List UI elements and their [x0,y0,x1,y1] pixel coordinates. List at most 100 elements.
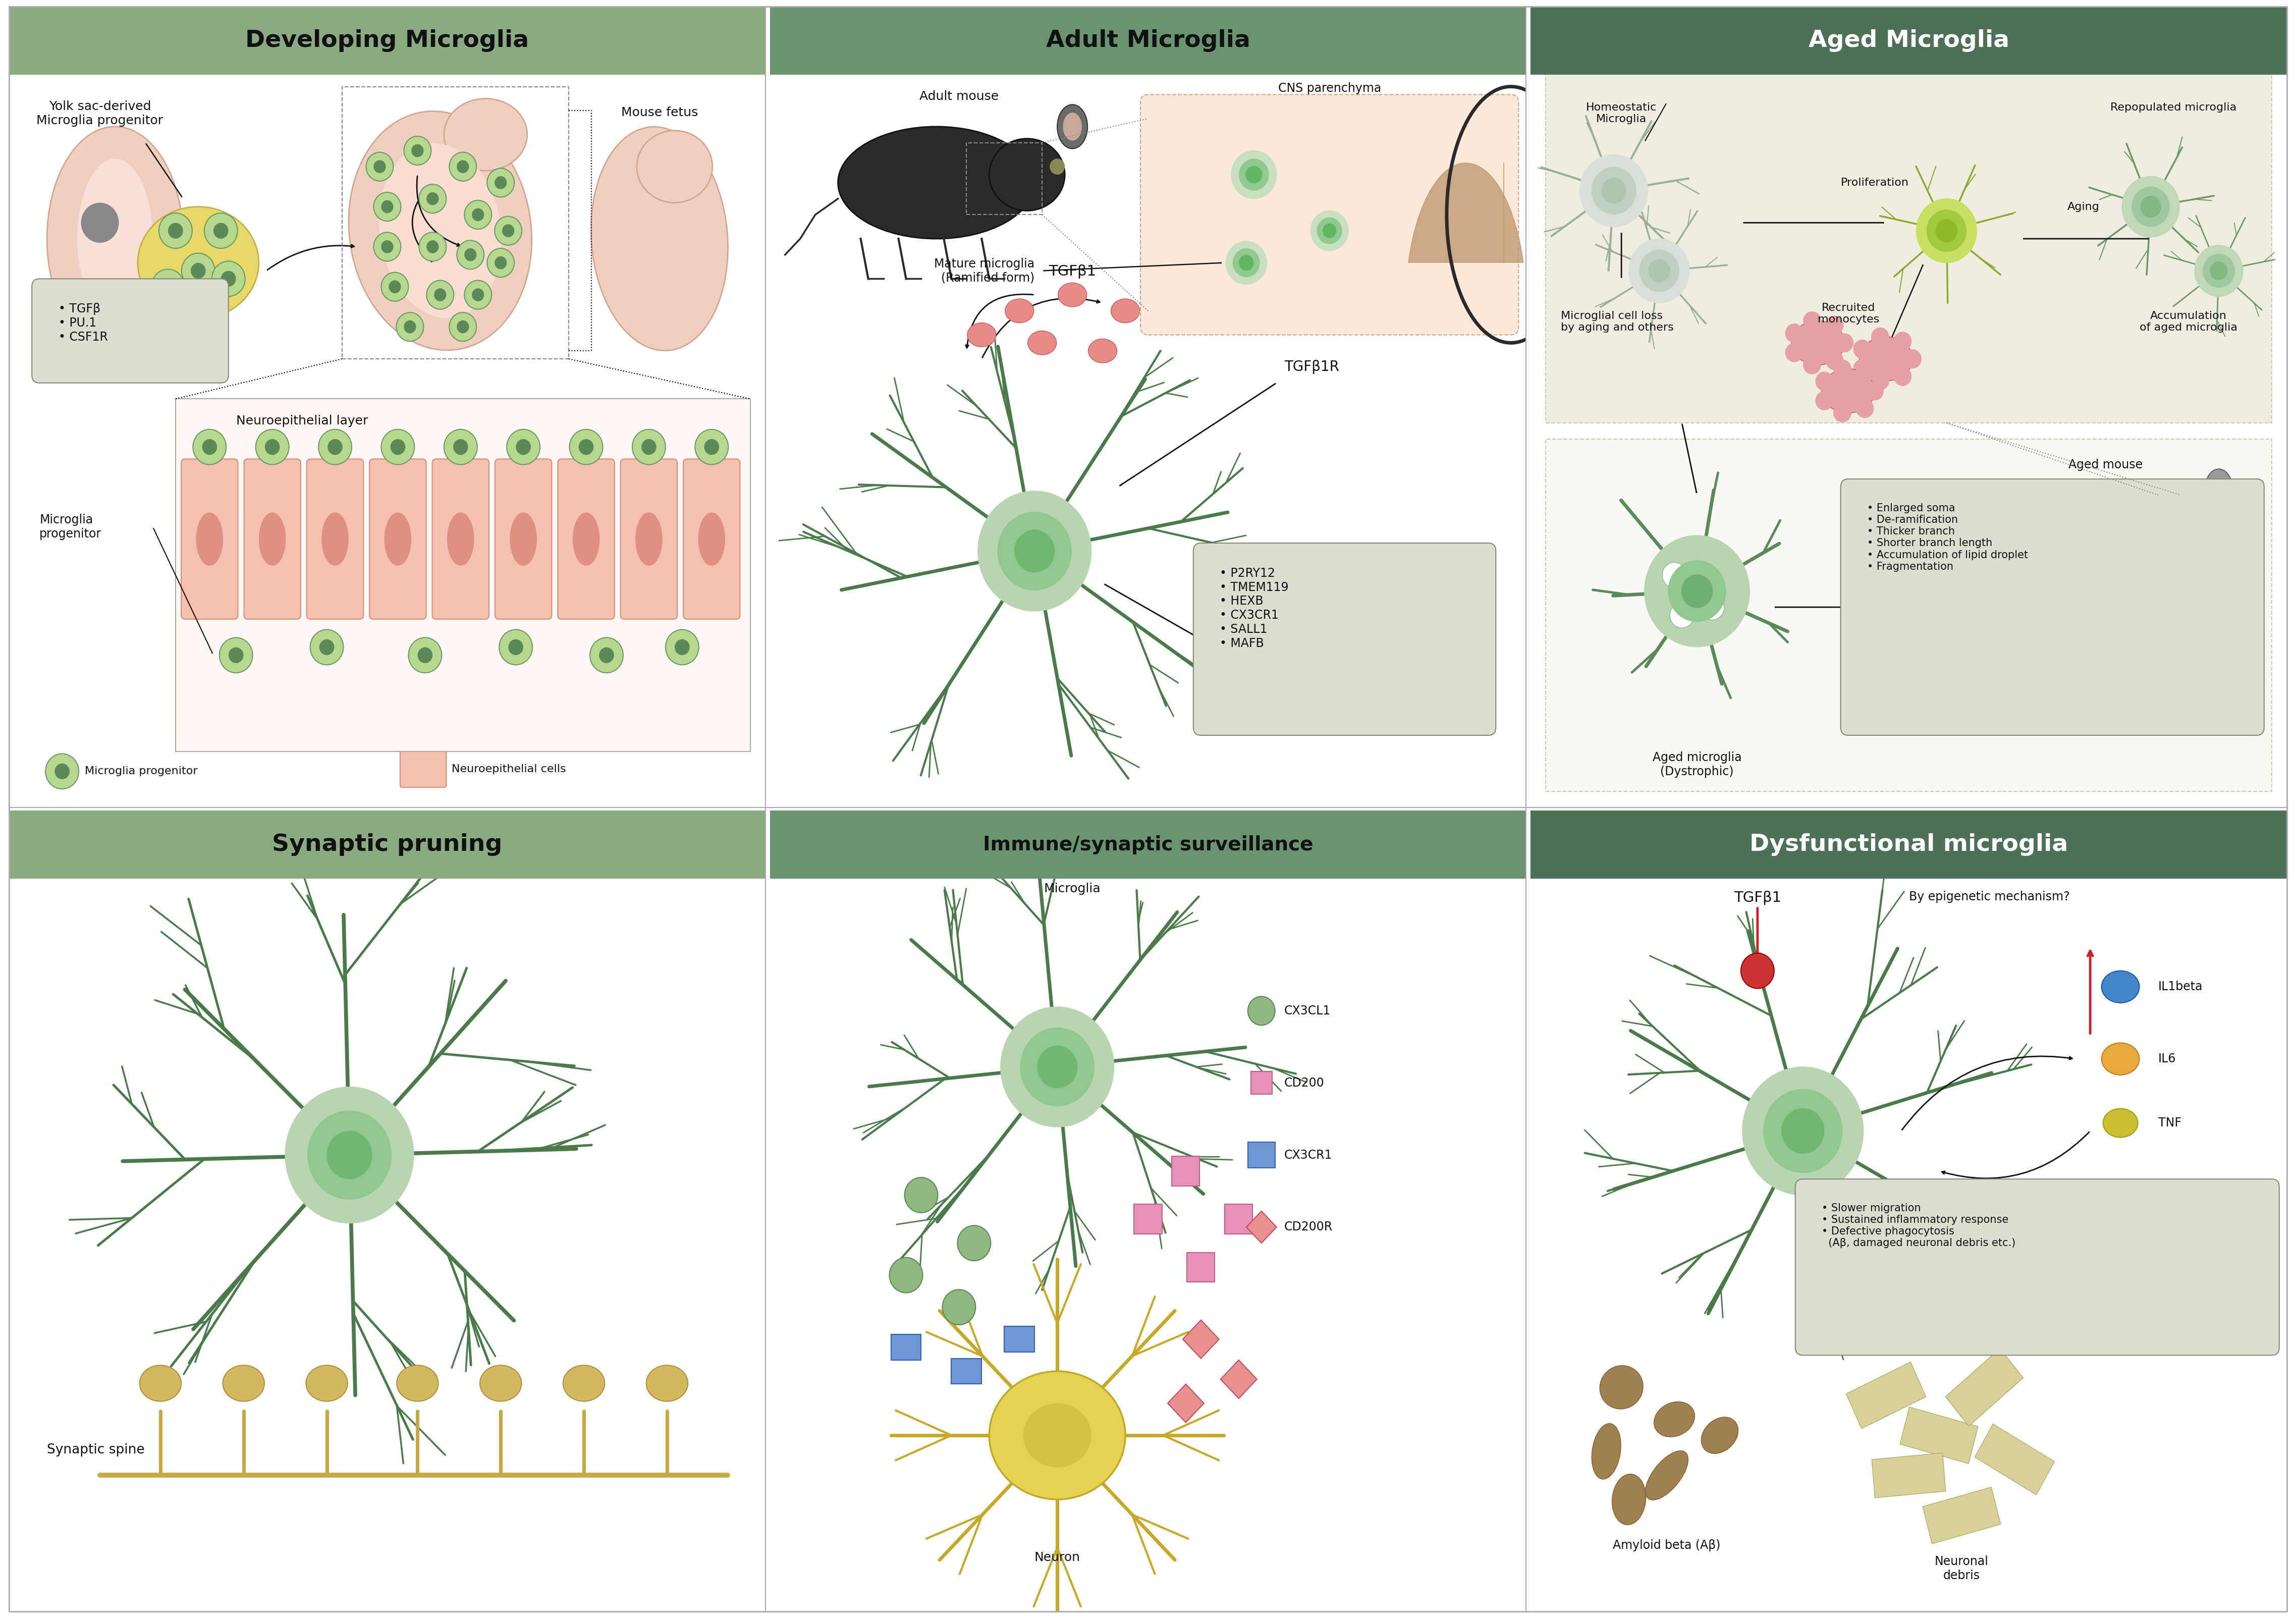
Ellipse shape [78,159,154,319]
Circle shape [1894,367,1913,387]
Circle shape [487,248,514,277]
Circle shape [1903,349,1922,369]
Ellipse shape [1646,1451,1688,1500]
Circle shape [204,214,236,248]
Circle shape [381,429,416,464]
FancyBboxPatch shape [558,460,615,620]
FancyBboxPatch shape [769,811,1527,879]
Circle shape [264,438,280,455]
Text: Microglia: Microglia [1045,883,1100,895]
Ellipse shape [590,126,728,351]
Text: Adult Microglia: Adult Microglia [1047,29,1249,52]
Circle shape [1825,316,1844,335]
FancyBboxPatch shape [1901,1408,1979,1464]
FancyBboxPatch shape [1795,1180,2280,1356]
Text: CX3CR1: CX3CR1 [1283,1149,1332,1162]
FancyBboxPatch shape [769,879,1527,1612]
Circle shape [1926,210,1965,251]
Circle shape [666,629,698,665]
Circle shape [285,1087,413,1223]
Circle shape [1628,239,1690,303]
Circle shape [161,278,174,294]
Text: CD200: CD200 [1283,1078,1325,1089]
Circle shape [1649,259,1669,282]
Circle shape [1802,354,1821,374]
Circle shape [390,438,406,455]
Ellipse shape [383,513,411,566]
Ellipse shape [1063,113,1081,141]
FancyBboxPatch shape [1531,811,2287,879]
Text: Synaptic pruning: Synaptic pruning [273,833,503,856]
Circle shape [1001,1006,1114,1128]
Text: TGFβ1R: TGFβ1R [1283,359,1339,374]
Circle shape [411,144,425,157]
FancyBboxPatch shape [1531,74,2287,807]
Circle shape [319,429,351,464]
FancyBboxPatch shape [9,6,765,74]
Circle shape [1816,392,1835,411]
Circle shape [434,288,445,301]
Ellipse shape [138,207,259,319]
Circle shape [1247,167,1263,183]
Circle shape [1825,351,1844,371]
Circle shape [55,764,69,780]
Circle shape [220,637,253,673]
Circle shape [452,438,468,455]
Text: • Enlarged soma
• De-ramification
• Thicker branch
• Shorter branch length
• Acc: • Enlarged soma • De-ramification • Thic… [1867,503,2027,571]
Circle shape [2122,176,2179,238]
Text: • Slower migration
• Sustained inflammatory response
• Defective phagocytosis
  : • Slower migration • Sustained inflammat… [1821,1204,2016,1247]
Circle shape [494,217,521,246]
FancyBboxPatch shape [243,460,301,620]
Circle shape [427,239,439,254]
Circle shape [2211,262,2227,280]
Text: Proliferation: Proliferation [1841,178,1908,188]
FancyBboxPatch shape [181,460,239,620]
FancyBboxPatch shape [174,400,751,751]
Circle shape [1591,167,1637,214]
Circle shape [498,629,533,665]
Circle shape [2204,254,2234,288]
Circle shape [2133,188,2170,227]
Circle shape [1867,382,1883,401]
Circle shape [1681,574,1713,608]
FancyBboxPatch shape [1846,1362,1926,1429]
Circle shape [905,1178,937,1212]
FancyBboxPatch shape [1545,438,2271,791]
Circle shape [517,438,530,455]
Circle shape [1740,953,1775,989]
Circle shape [507,429,540,464]
Ellipse shape [1088,338,1116,362]
FancyBboxPatch shape [1141,94,1518,335]
Circle shape [1038,1045,1077,1087]
Ellipse shape [636,513,664,566]
Circle shape [1855,398,1874,417]
Ellipse shape [563,1366,604,1401]
Circle shape [631,429,666,464]
Circle shape [381,201,393,214]
Text: Neuroepithelial layer: Neuroepithelial layer [236,414,367,427]
Ellipse shape [990,139,1065,210]
Circle shape [1240,256,1254,270]
Circle shape [381,239,393,254]
Circle shape [705,438,719,455]
Circle shape [443,429,478,464]
Circle shape [590,637,622,673]
Circle shape [418,233,445,260]
Circle shape [397,312,422,341]
Text: TNF: TNF [2158,1116,2181,1129]
Circle shape [503,225,514,238]
Ellipse shape [2103,1108,2138,1137]
Text: Aged microglia
(Dystrophic): Aged microglia (Dystrophic) [1653,751,1743,778]
Text: Aged Microglia: Aged Microglia [1809,29,2009,52]
Circle shape [1667,560,1727,621]
Ellipse shape [1006,299,1033,324]
Circle shape [211,260,246,296]
Ellipse shape [140,1366,181,1401]
Circle shape [1917,199,1977,262]
FancyBboxPatch shape [9,74,765,807]
Ellipse shape [990,1372,1125,1500]
Circle shape [464,201,491,230]
Circle shape [1894,332,1913,351]
Ellipse shape [645,1366,689,1401]
Ellipse shape [2101,971,2140,1003]
